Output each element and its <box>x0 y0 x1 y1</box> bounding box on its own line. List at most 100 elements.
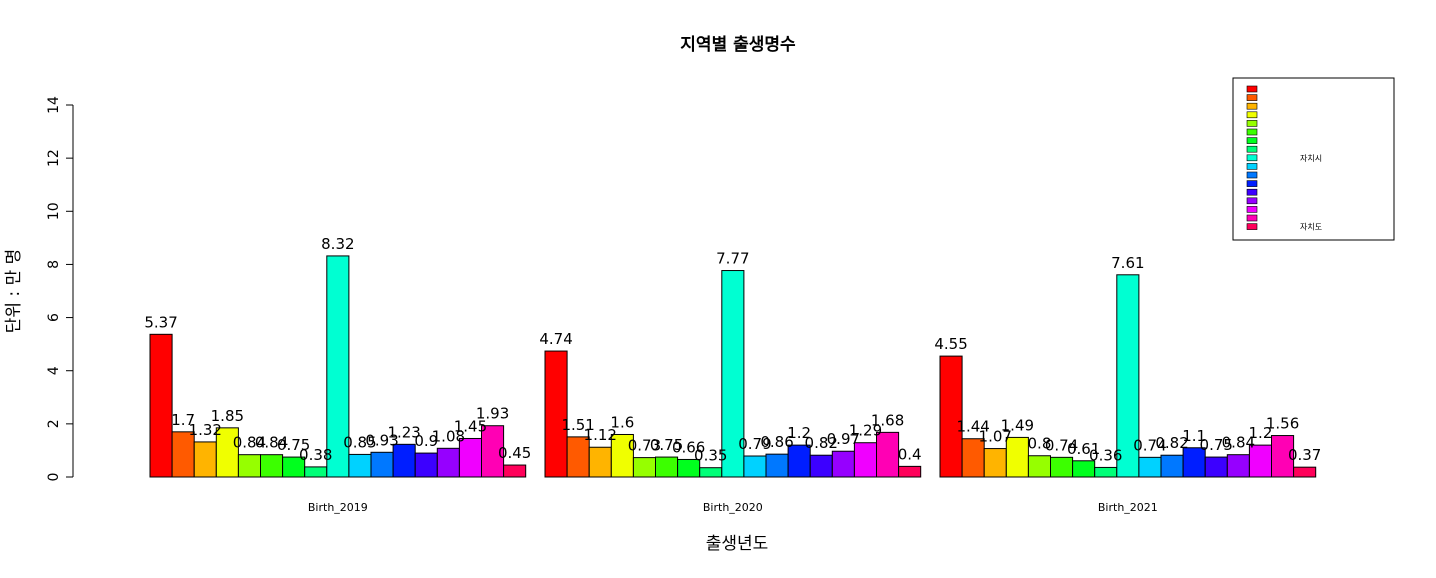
bar <box>831 450 855 478</box>
data-label: 0.93 <box>365 431 398 449</box>
y-tick-label: 0 <box>46 473 62 482</box>
data-label: 1.12 <box>584 426 617 444</box>
bar <box>304 466 328 478</box>
data-label: 0.38 <box>299 446 332 464</box>
data-label: 0.61 <box>1067 440 1100 458</box>
data-label: 1.6 <box>610 413 634 431</box>
bar <box>503 464 527 478</box>
data-label: 0.85 <box>343 433 376 451</box>
data-label: 0.79 <box>738 435 771 453</box>
y-tick-label: 8 <box>46 260 62 269</box>
data-label: 0.84 <box>1222 434 1255 452</box>
bar <box>809 454 833 478</box>
bar <box>481 425 505 478</box>
legend-swatch <box>1246 223 1258 230</box>
legend-swatch <box>1246 206 1258 213</box>
y-tick-label: 4 <box>46 366 62 375</box>
data-label: 4.55 <box>934 335 967 353</box>
data-label: 1.93 <box>476 405 509 423</box>
bar <box>876 431 900 478</box>
data-label: 0.66 <box>672 438 705 456</box>
y-tick-label: 2 <box>46 419 62 428</box>
bar <box>193 441 217 478</box>
bar <box>237 454 261 478</box>
bar <box>721 270 745 478</box>
legend-swatch <box>1246 128 1258 136</box>
data-label: 0.82 <box>805 434 838 452</box>
bar <box>1293 466 1317 478</box>
data-labels-layer: 5.371.71.321.850.840.840.750.388.320.850… <box>144 235 1321 465</box>
data-label: 7.61 <box>1111 254 1144 272</box>
x-tick-label: Birth_2019 <box>308 501 368 514</box>
data-label: 0.97 <box>827 430 860 448</box>
bar <box>436 447 460 478</box>
data-label: 1.2 <box>1249 424 1273 442</box>
y-tick-label: 14 <box>46 96 62 114</box>
x-tick-label: Birth_2021 <box>1098 501 1158 514</box>
data-label: 7.77 <box>716 250 749 268</box>
bar <box>743 455 767 478</box>
chart-title: 지역별 출생명수 <box>680 35 796 55</box>
legend-swatch <box>1246 154 1258 162</box>
legend-swatch <box>1246 94 1258 101</box>
legend-label: 자치시 <box>1300 154 1322 163</box>
data-label: 1.56 <box>1266 415 1299 433</box>
data-label: 1.49 <box>1001 416 1034 434</box>
data-label: 5.37 <box>144 313 177 331</box>
legend-swatch <box>1246 197 1258 205</box>
data-label: 0.86 <box>760 433 793 451</box>
data-label: 0.75 <box>650 436 683 454</box>
data-label: 1.08 <box>432 427 465 445</box>
bar <box>1271 435 1295 478</box>
y-tick-label: 12 <box>46 149 62 167</box>
legend-swatch <box>1246 137 1258 144</box>
data-label: 0.84 <box>255 434 288 452</box>
bar <box>544 350 568 478</box>
data-label: 0.74 <box>1045 436 1078 454</box>
legend-swatch <box>1246 102 1258 110</box>
x-axis-labels: Birth_2019 Birth_2020 Birth_2021 <box>308 501 1158 514</box>
y-axis-title: 단위 : 만 명 <box>4 249 24 334</box>
x-tick-label: Birth_2020 <box>703 501 763 514</box>
bar <box>348 453 372 478</box>
bar <box>1160 454 1184 478</box>
data-label: 1.2 <box>787 424 811 442</box>
data-label: 1.85 <box>211 407 244 425</box>
bar <box>215 427 239 478</box>
data-label: 8.32 <box>321 235 354 253</box>
data-label: 1.07 <box>979 428 1012 446</box>
legend-swatch <box>1246 111 1258 119</box>
bar <box>260 454 284 478</box>
bar <box>610 433 634 478</box>
data-label: 1.7 <box>171 411 195 429</box>
data-label: 0.37 <box>1288 446 1321 464</box>
data-label: 0.9 <box>414 432 438 450</box>
data-label: 0.8 <box>1028 435 1052 453</box>
legend-box <box>1232 77 1395 241</box>
legend-swatch <box>1246 85 1258 93</box>
data-label: 0.75 <box>1200 436 1233 454</box>
legend-swatch <box>1246 171 1258 179</box>
bar <box>699 467 723 478</box>
data-label: 0.4 <box>898 445 922 463</box>
legend-swatch <box>1246 180 1258 187</box>
data-label: 1.1 <box>1182 427 1206 445</box>
data-label: 0.45 <box>498 444 531 462</box>
legend-label: 자치도 <box>1300 223 1322 232</box>
bar <box>370 451 394 478</box>
bars-layer <box>149 255 1317 478</box>
bar <box>765 453 789 478</box>
x-axis-title: 출생년도 <box>706 534 769 554</box>
data-label: 0.35 <box>694 447 727 465</box>
bar <box>632 457 657 478</box>
y-tick-label: 10 <box>46 202 62 220</box>
data-label: 4.74 <box>539 330 572 348</box>
bar <box>588 446 612 478</box>
bar <box>1027 455 1052 478</box>
legend-swatch <box>1246 214 1258 222</box>
bar <box>1094 466 1118 478</box>
data-label: 1.51 <box>561 416 594 434</box>
data-label: 0.84 <box>233 434 266 452</box>
y-axis: 0 2 4 6 8 10 12 14 <box>46 96 74 482</box>
data-label: 1.29 <box>849 422 882 440</box>
